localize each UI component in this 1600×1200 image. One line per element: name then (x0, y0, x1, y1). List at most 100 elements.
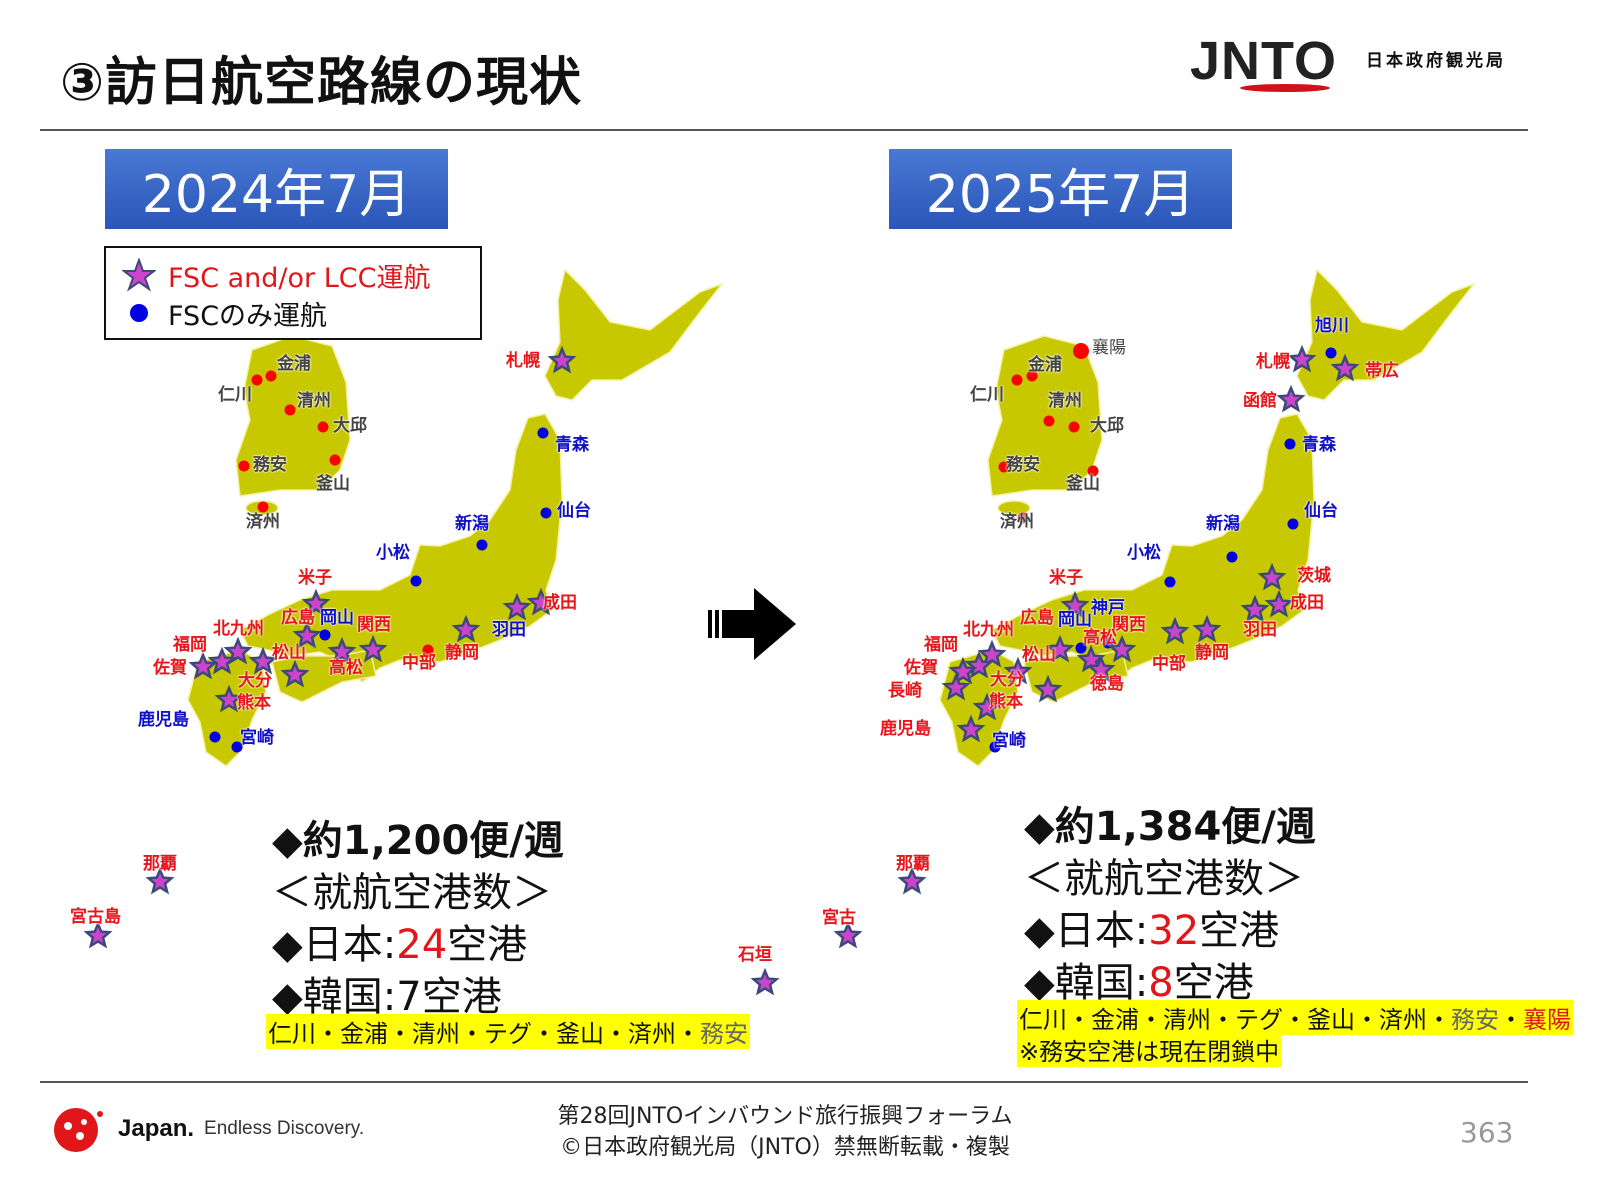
footer-copyright: ©日本政府観光局（JNTO）禁無断転載・複製 (560, 1135, 1010, 1160)
airport-label: 大分 (990, 670, 1024, 690)
airport-label: 新潟 (1206, 514, 1240, 534)
airport-label: 静岡 (445, 643, 479, 663)
star-marker (358, 634, 388, 663)
red-dot-marker (251, 374, 263, 386)
airport-label: 仙台 (557, 501, 591, 521)
star-marker (223, 636, 253, 665)
airport-label: 大邱 (333, 416, 367, 436)
star-marker (833, 920, 863, 949)
star-marker (547, 345, 577, 374)
airport-label: 仁川 (218, 385, 252, 405)
star-marker (145, 866, 175, 895)
airport-count-heading-2025: ＜就航空港数＞ (1024, 856, 1304, 902)
airport-label: 高松 (329, 658, 363, 678)
airport-label: 関西 (1112, 615, 1146, 635)
star-marker (188, 651, 218, 680)
star-marker (502, 592, 532, 621)
closure-note: ※務安空港は現在閉鎖中 (1017, 1032, 1282, 1067)
airport-label: 大邱 (1090, 416, 1124, 436)
airport-label: 熊本 (237, 693, 271, 713)
star-marker (897, 866, 927, 895)
star-marker (451, 614, 481, 643)
blue-dot-marker (1226, 551, 1238, 563)
airport-label: 羽田 (1243, 620, 1277, 640)
star-marker (327, 636, 357, 665)
airport-label: 宮崎 (992, 731, 1026, 751)
korea-airports-2024: ◆韓国:7空港 (272, 974, 502, 1020)
star-marker (1257, 562, 1287, 591)
jnto-logo: JNTO (1190, 31, 1338, 91)
korea-airports-2025: ◆韓国:8空港 (1024, 960, 1254, 1006)
star-icon (122, 258, 156, 292)
blue-dot-marker (1287, 518, 1299, 530)
blue-dot-marker (989, 741, 1001, 753)
red-dot-marker (265, 370, 277, 382)
airport-label: 帯広 (1365, 361, 1399, 381)
airport-label: 襄陽 (1092, 338, 1126, 358)
airport-label: 福岡 (173, 635, 207, 655)
star-marker (1192, 614, 1222, 643)
blue-dot-marker (1075, 642, 1087, 654)
airport-label: 宮古 (822, 908, 856, 928)
star-marker (1287, 344, 1317, 373)
blue-dot-marker (1164, 576, 1176, 588)
brand-name: Japan. (118, 1115, 195, 1142)
airport-label: 青森 (1302, 435, 1336, 455)
red-dot-marker (1026, 370, 1038, 382)
airport-label: 大分 (238, 671, 272, 691)
star-marker (1060, 590, 1090, 619)
header-divider (40, 129, 1528, 131)
footer-event: 第28回JNTOインバウンド旅行振興フォーラム (557, 1104, 1013, 1129)
blue-dot-marker (476, 539, 488, 551)
airport-label: 中部 (402, 653, 436, 673)
airport-label: 中部 (1152, 654, 1186, 674)
period-box-2025: 2025年7月 (889, 149, 1232, 229)
airport-label: 函館 (1243, 391, 1277, 411)
airport-label: 小松 (1127, 543, 1161, 563)
airport-label: 新潟 (455, 514, 489, 534)
airport-label: 札幌 (1256, 352, 1290, 372)
airport-label: 鹿児島 (880, 719, 931, 739)
airport-label: 釜山 (316, 474, 350, 494)
airport-label: 務安 (1006, 455, 1040, 475)
blue-dot-marker (209, 731, 221, 743)
airport-label: 熊本 (989, 692, 1023, 712)
slide-title: ③訪日航空路線の現状 (60, 53, 583, 113)
arrow-right-icon (708, 588, 796, 660)
airport-label: 札幌 (506, 351, 540, 371)
red-dot-marker (1011, 374, 1023, 386)
airport-label: 金浦 (1028, 355, 1062, 375)
airport-label: 成田 (1290, 593, 1324, 613)
airport-label: 宮崎 (240, 728, 274, 748)
airport-label: 佐賀 (904, 658, 938, 678)
airport-label: 成田 (543, 593, 577, 613)
airport-label: 松山 (272, 643, 306, 663)
star-marker (301, 588, 331, 617)
red-dot-marker (329, 454, 341, 466)
airport-label: 徳島 (1090, 674, 1124, 694)
airport-label: 松山 (1022, 645, 1056, 665)
red-dot-marker (1073, 343, 1089, 359)
airport-label: 北九州 (213, 619, 264, 639)
star-marker (972, 692, 1002, 721)
star-marker (1107, 634, 1137, 663)
airport-label: 神戸 (1091, 598, 1125, 618)
cherry-blossom-icon (54, 1108, 103, 1152)
map-legend: FSC and/or LCC運航 FSCのみ運航 (104, 246, 482, 340)
star-marker (956, 714, 986, 743)
star-marker (1264, 589, 1294, 618)
airport-label: 那覇 (143, 854, 177, 874)
star-marker (977, 639, 1007, 668)
star-marker (214, 684, 244, 713)
airport-label: 茨城 (1297, 566, 1331, 586)
red-dot-marker (284, 404, 296, 416)
star-marker (1240, 594, 1270, 623)
red-dot-marker (1017, 512, 1029, 524)
airport-label: 鹿児島 (138, 710, 189, 730)
airport-label: 羽田 (492, 620, 526, 640)
airport-label: 宮古島 (70, 907, 121, 927)
airport-label: 務安 (253, 455, 287, 475)
red-dot-marker (317, 421, 329, 433)
star-marker (1086, 654, 1116, 683)
weekly-flights-2025: ◆約1,384便/週 (1024, 804, 1316, 850)
